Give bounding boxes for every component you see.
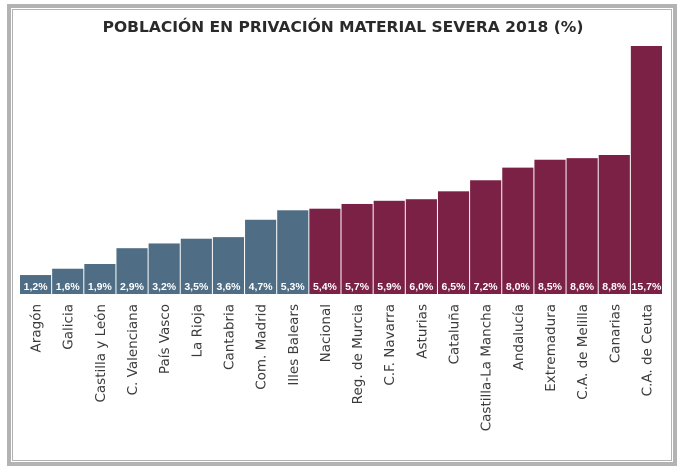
category-label-canarias: Canarias — [607, 304, 623, 363]
category-label-c-valenciana: C. Valenciana — [125, 304, 141, 395]
bar-la-rioja — [180, 238, 212, 294]
category-label-galicia: Galicia — [61, 304, 77, 350]
bar-illes-balears — [277, 210, 309, 294]
bar-c-valenciana — [116, 248, 148, 294]
value-label-c-f-navarra: 5,9% — [377, 281, 402, 293]
value-label-reg-de-murcia: 5,7% — [345, 281, 370, 293]
bar-cataluna — [437, 191, 470, 294]
category-label-castilla-la-mancha: Castilla-La Mancha — [479, 304, 495, 431]
chart-title: POBLACIÓN EN PRIVACIÓN MATERIAL SEVERA 2… — [102, 18, 584, 36]
category-label-c-a-de-ceuta: C.A. de Ceuta — [639, 304, 655, 396]
value-label-c-a-de-ceuta: 15,7% — [632, 281, 662, 293]
category-label-c-f-navarra: C.F. Navarra — [382, 304, 398, 386]
category-label-aragon: Aragón — [29, 304, 45, 352]
bar-castilla-y-leon — [84, 263, 116, 294]
value-label-illes-balears: 5,3% — [281, 281, 306, 293]
value-label-aragon: 1,2% — [24, 281, 49, 293]
bar-c-a-de-ceuta — [630, 46, 662, 294]
value-label-asturias: 6,0% — [409, 281, 434, 293]
category-labels-group: Aragón Galicia Castilla y León C. Valencian… — [29, 304, 656, 431]
category-label-pais-vasco: País Vasco — [157, 304, 173, 374]
bar-aragon — [20, 275, 52, 294]
value-label-cantabria: 3,6% — [217, 281, 242, 293]
category-label-c-a-de-melilla: C.A. de Melilla — [575, 304, 591, 400]
bars-group — [20, 46, 662, 294]
bar-com-madrid — [245, 219, 277, 294]
value-label-galicia: 1,6% — [56, 281, 81, 293]
value-label-c-a-de-melilla: 8,6% — [570, 281, 595, 293]
bar-reg-de-murcia — [341, 203, 373, 294]
category-label-castilla-y-leon: Castilla y León — [93, 304, 109, 403]
category-label-com-madrid: Com. Madrid — [254, 304, 270, 390]
bar-extremadura — [534, 159, 566, 294]
bar-cantabria — [212, 237, 245, 294]
value-label-castilla-y-leon: 1,9% — [88, 281, 113, 293]
bar-asturias — [405, 199, 437, 294]
value-label-c-valenciana: 2,9% — [120, 281, 145, 293]
value-label-pais-vasco: 3,2% — [152, 281, 177, 293]
category-label-la-rioja: La Rioja — [189, 304, 205, 358]
category-label-andalucia: Andalucía — [511, 304, 527, 370]
bar-nacional — [309, 208, 341, 294]
chart-frame-inner — [12, 9, 672, 461]
value-labels-group: 1,2% 1,6% 1,9% 2,9% 3,2% 3,5% 3,6% 4,7% 5,3% 5,4%… — [24, 281, 662, 293]
value-label-nacional: 5,4% — [313, 281, 338, 293]
bar-castilla-la-mancha — [470, 180, 502, 294]
chart-frame-outer — [7, 4, 677, 466]
category-label-illes-balears: Illes Balears — [286, 304, 302, 386]
value-label-canarias: 8,8% — [602, 281, 627, 293]
bar-galicia — [52, 268, 84, 294]
category-label-cataluna: Cataluña — [447, 304, 463, 364]
category-label-extremadura: Extremadura — [543, 304, 559, 392]
category-label-asturias: Asturias — [414, 304, 430, 359]
value-label-andalucia: 8,0% — [506, 281, 531, 293]
value-label-extremadura: 8,5% — [538, 281, 563, 293]
category-label-nacional: Nacional — [318, 304, 334, 362]
value-label-castilla-la-mancha: 7,2% — [474, 281, 499, 293]
bar-c-a-de-melilla — [566, 158, 598, 294]
bar-canarias — [598, 154, 630, 294]
bar-andalucia — [502, 167, 534, 294]
bar-c-f-navarra — [373, 200, 405, 294]
category-label-reg-de-murcia: Reg. de Murcia — [350, 304, 366, 404]
value-label-cataluna: 6,5% — [442, 281, 467, 293]
bar-pais-vasco — [148, 243, 180, 294]
value-label-la-rioja: 3,5% — [184, 281, 209, 293]
category-label-cantabria: Cantabria — [221, 304, 237, 370]
value-label-com-madrid: 4,7% — [249, 281, 274, 293]
